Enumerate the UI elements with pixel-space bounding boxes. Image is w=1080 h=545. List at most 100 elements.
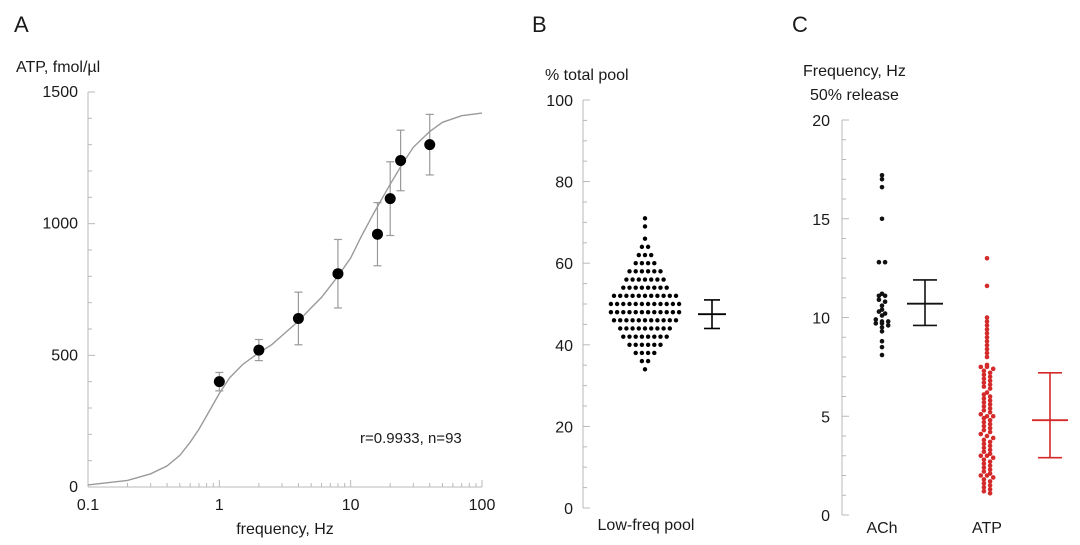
data-point xyxy=(984,315,990,320)
data-point xyxy=(673,293,679,299)
data-point xyxy=(611,293,617,299)
data-point xyxy=(987,386,993,391)
data-point xyxy=(664,301,669,307)
data-point xyxy=(658,285,663,290)
data-point xyxy=(673,318,679,323)
data-point xyxy=(655,326,660,331)
data-point xyxy=(984,354,990,360)
data-point xyxy=(652,342,657,347)
data-point xyxy=(981,419,987,425)
data-point xyxy=(655,277,660,282)
data-point xyxy=(658,334,663,339)
data-point xyxy=(642,216,648,221)
data-point xyxy=(658,342,663,347)
data-point xyxy=(981,376,987,382)
y-tick-label: 1000 xyxy=(42,216,78,233)
data-point xyxy=(253,344,265,356)
y-tick-label: 60 xyxy=(555,256,573,273)
data-point xyxy=(627,342,632,347)
data-point xyxy=(879,313,885,318)
data-point xyxy=(639,350,645,356)
data-point xyxy=(981,485,987,490)
data-point xyxy=(984,255,990,261)
data-point xyxy=(649,277,654,282)
data-point xyxy=(371,228,383,240)
data-point xyxy=(981,400,987,405)
data-point xyxy=(987,394,993,399)
data-point xyxy=(981,481,987,486)
data-point xyxy=(633,261,638,266)
x-tick-label: 1 xyxy=(215,497,224,514)
data-point xyxy=(981,404,987,409)
panel-letter-b: B xyxy=(532,12,547,37)
data-point xyxy=(984,334,990,340)
data-point xyxy=(981,415,987,421)
data-point xyxy=(987,467,993,472)
data-point xyxy=(384,193,396,205)
data-point xyxy=(981,368,987,374)
y-tick-label: 5 xyxy=(821,409,830,426)
data-point xyxy=(879,216,885,222)
data-point xyxy=(876,297,882,303)
data-point xyxy=(661,277,666,282)
data-point xyxy=(879,329,885,334)
data-point xyxy=(873,321,879,326)
data-point xyxy=(987,398,993,403)
data-point xyxy=(645,285,651,290)
data-point xyxy=(630,293,635,299)
data-point xyxy=(981,477,987,482)
data-point xyxy=(618,326,623,331)
data-point xyxy=(667,318,672,323)
panel-b-chart: % total pool 0 20 40 60 80 100 Low-freq pool xyxy=(545,67,726,534)
data-point xyxy=(645,334,651,339)
data-point xyxy=(642,326,648,331)
data-point xyxy=(876,259,882,265)
data-point xyxy=(987,410,993,415)
data-point xyxy=(633,309,638,315)
data-point xyxy=(978,473,984,478)
data-point xyxy=(645,358,651,364)
data-point xyxy=(981,392,987,397)
y-axis-title: % total pool xyxy=(545,67,629,84)
data-point xyxy=(658,269,663,274)
data-point xyxy=(987,378,993,384)
y-tick-label: 80 xyxy=(555,175,573,192)
data-point xyxy=(981,449,987,455)
data-point xyxy=(667,326,672,331)
data-point xyxy=(981,457,987,463)
data-point xyxy=(987,459,993,464)
data-point xyxy=(981,489,987,494)
data-point xyxy=(984,327,990,332)
y-tick-label: 20 xyxy=(812,113,830,130)
data-point xyxy=(987,463,993,468)
data-point xyxy=(990,366,996,372)
data-point xyxy=(664,334,669,339)
data-point xyxy=(652,285,657,290)
data-point xyxy=(645,261,651,266)
data-point xyxy=(630,277,635,282)
data-point xyxy=(876,293,882,299)
data-point xyxy=(984,283,990,289)
data-point xyxy=(627,285,632,290)
data-point xyxy=(990,455,996,461)
data-point xyxy=(633,350,638,356)
data-point xyxy=(642,224,648,229)
data-point xyxy=(624,277,629,282)
data-point xyxy=(981,384,987,389)
data-point xyxy=(981,469,987,474)
data-point xyxy=(873,317,879,322)
data-point xyxy=(608,309,614,315)
x-axis-title: frequency, Hz xyxy=(236,521,334,538)
data-point xyxy=(987,487,993,492)
data-point xyxy=(882,259,888,265)
data-point xyxy=(608,301,614,307)
y-tick-label: 15 xyxy=(812,212,830,229)
data-point xyxy=(879,176,885,182)
data-point xyxy=(649,318,654,323)
data-point xyxy=(332,268,344,280)
data-point xyxy=(611,318,617,323)
data-point xyxy=(636,326,641,331)
data-point xyxy=(981,396,987,401)
data-point xyxy=(658,309,663,315)
